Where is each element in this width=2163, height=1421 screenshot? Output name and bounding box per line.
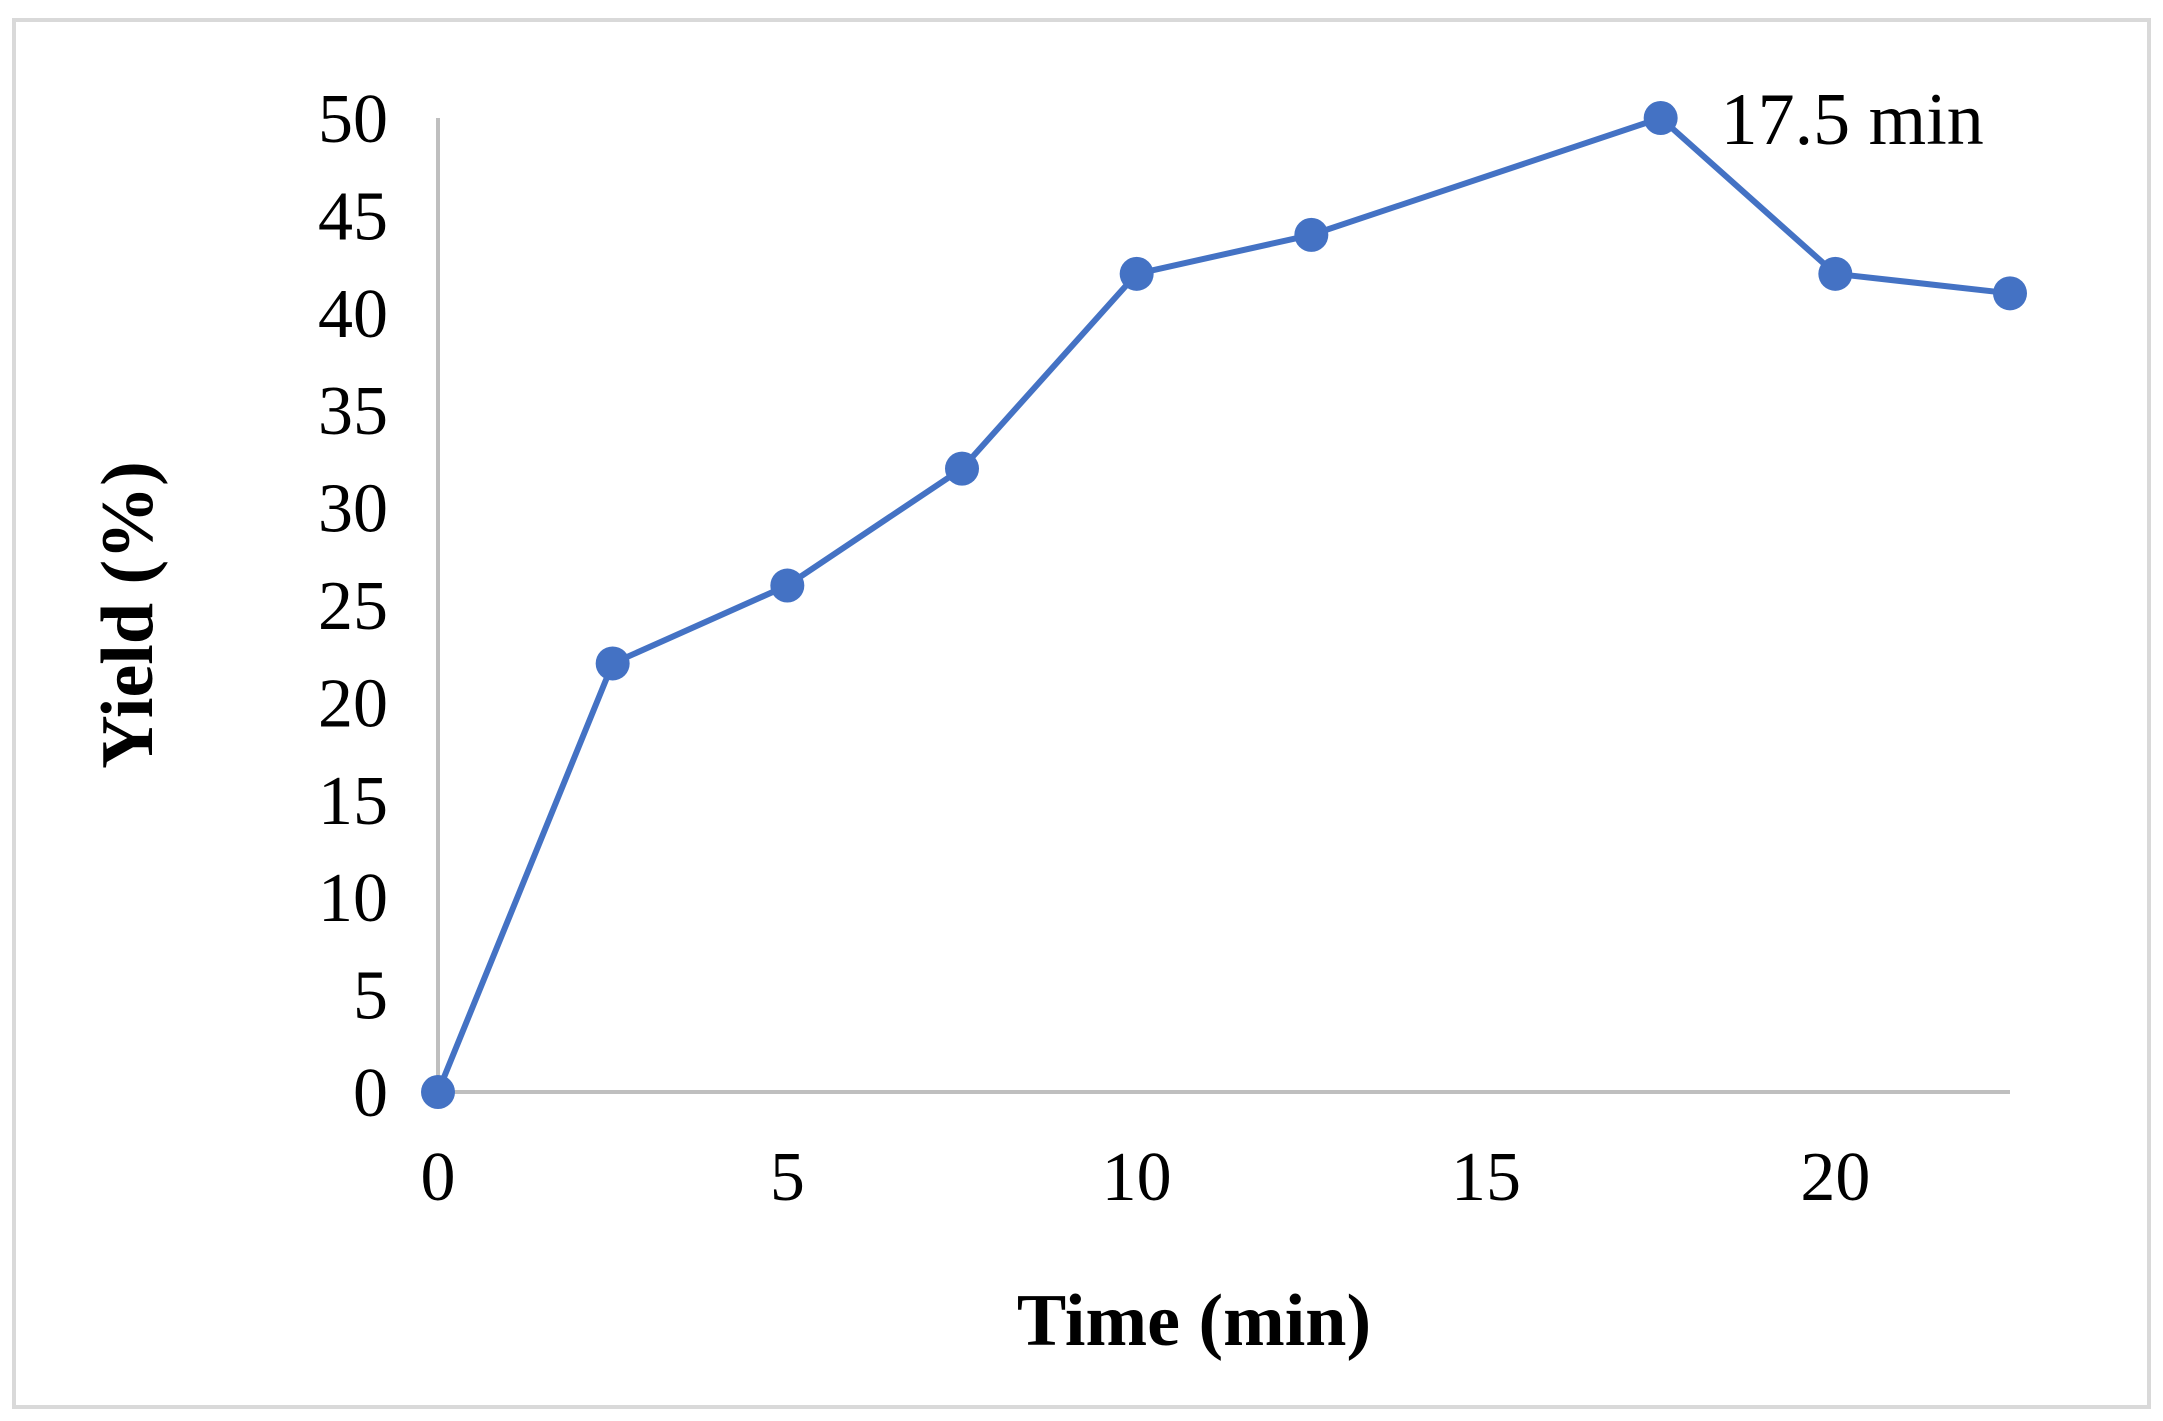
y-axis-title: Yield (%) <box>87 461 169 769</box>
y-tick-label: 35 <box>318 373 388 450</box>
tick-labels: 0 5 10 15 20 25 30 35 40 45 50 0 5 10 15 20 <box>318 81 1870 1216</box>
data-point <box>770 568 805 603</box>
y-tick-label: 30 <box>318 471 388 548</box>
data-point <box>1818 256 1853 291</box>
data-point <box>1993 276 2027 311</box>
axes <box>436 118 2010 1094</box>
y-tick-label: 40 <box>318 276 388 353</box>
y-tick-label: 5 <box>353 958 388 1035</box>
x-tick-label: 0 <box>421 1139 456 1216</box>
series <box>421 101 2027 1109</box>
y-tick-label: 50 <box>318 81 388 158</box>
x-axis-title: Time (min) <box>1017 1280 1371 1362</box>
y-tick-label: 45 <box>318 178 388 255</box>
y-tick-label: 20 <box>318 665 388 742</box>
x-tick-label: 15 <box>1451 1139 1521 1216</box>
x-tick-label: 20 <box>1800 1139 1870 1216</box>
y-tick-label: 0 <box>353 1055 388 1132</box>
x-tick-label: 5 <box>770 1139 805 1216</box>
x-tick-label: 10 <box>1102 1139 1172 1216</box>
peak-annotation: 17.5 min <box>1721 79 1984 161</box>
data-point <box>595 646 630 681</box>
data-point <box>945 451 979 486</box>
chart-frame-border <box>12 18 2151 1409</box>
y-tick-label: 15 <box>318 763 388 840</box>
data-point <box>1643 101 1678 135</box>
data-point <box>1294 217 1329 252</box>
y-tick-label: 25 <box>318 568 388 645</box>
data-point <box>1119 256 1154 291</box>
annotations: 17.5 min <box>1721 79 1984 161</box>
y-tick-label: 10 <box>318 860 388 937</box>
data-point <box>421 1075 455 1109</box>
